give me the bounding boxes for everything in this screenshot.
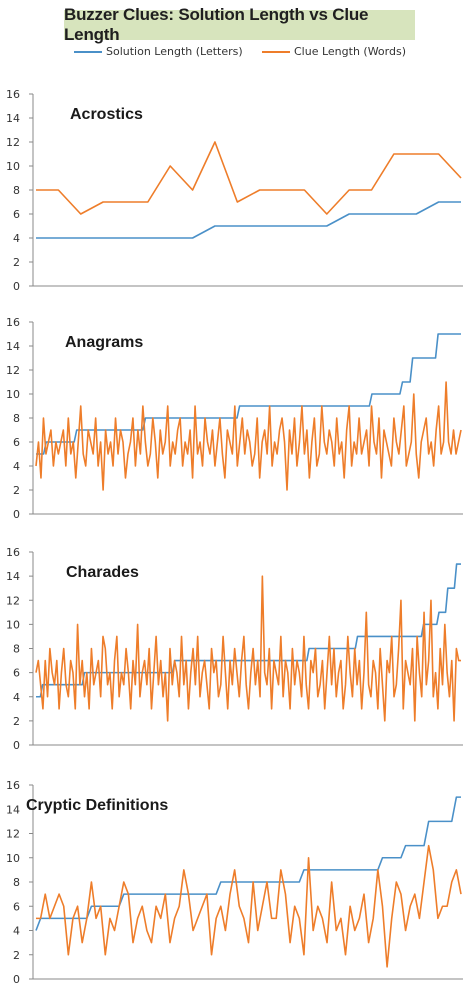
y-tick-label: 10 — [6, 618, 20, 631]
y-tick-label: 14 — [6, 803, 20, 816]
y-tick-label: 16 — [6, 316, 20, 329]
y-tick-label: 16 — [6, 779, 20, 792]
y-tick-label: 6 — [13, 208, 20, 221]
y-tick-label: 8 — [13, 876, 20, 889]
y-tick-label: 10 — [6, 160, 20, 173]
y-tick-label: 4 — [13, 232, 20, 245]
y-tick-label: 0 — [13, 508, 20, 521]
legend-item-solution: Solution Length (Letters) — [74, 45, 243, 58]
panel-title: Charades — [66, 564, 139, 581]
legend-label-clue: Clue Length (Words) — [294, 45, 406, 58]
y-tick-label: 8 — [13, 643, 20, 656]
y-tick-label: 16 — [6, 88, 20, 101]
panel-title: Acrostics — [70, 106, 143, 123]
y-tick-label: 12 — [6, 828, 20, 841]
y-tick-label: 4 — [13, 925, 20, 938]
y-tick-label: 10 — [6, 852, 20, 865]
series-line-solution-length — [35, 796, 461, 931]
y-tick-label: 6 — [13, 900, 20, 913]
y-tick-label: 2 — [13, 949, 20, 962]
y-tick-label: 0 — [13, 739, 20, 752]
y-tick-label: 0 — [13, 973, 20, 986]
y-tick-label: 2 — [13, 256, 20, 269]
y-tick-label: 4 — [13, 460, 20, 473]
y-tick-label: 2 — [13, 715, 20, 728]
legend: Solution Length (Letters) Clue Length (W… — [0, 45, 475, 63]
y-tick-label: 12 — [6, 364, 20, 377]
series-line-clue-length — [35, 381, 462, 491]
legend-label-solution: Solution Length (Letters) — [106, 45, 243, 58]
y-tick-label: 2 — [13, 484, 20, 497]
legend-swatch-solution — [74, 50, 102, 53]
y-tick-label: 4 — [13, 691, 20, 704]
legend-item-clue: Clue Length (Words) — [262, 45, 406, 58]
chart-title: Buzzer Clues: Solution Length vs Clue Le… — [64, 5, 415, 44]
y-tick-label: 0 — [13, 280, 20, 293]
panel-title: Anagrams — [65, 334, 143, 351]
panel-title: Cryptic Definitions — [26, 797, 168, 814]
series-line-solution-length — [36, 333, 461, 455]
y-tick-label: 12 — [6, 594, 20, 607]
series-line-clue-length — [36, 844, 462, 968]
series-line-clue-length — [35, 575, 461, 722]
y-tick-label: 16 — [6, 546, 20, 559]
legend-swatch-clue — [262, 50, 290, 53]
y-tick-label: 14 — [6, 112, 20, 125]
y-tick-label: 8 — [13, 412, 20, 425]
y-tick-label: 6 — [13, 667, 20, 680]
series-line-solution-length — [36, 201, 461, 239]
series-line-clue-length — [36, 141, 462, 215]
y-tick-label: 10 — [6, 388, 20, 401]
y-tick-label: 8 — [13, 184, 20, 197]
y-tick-label: 14 — [6, 340, 20, 353]
y-tick-label: 12 — [6, 136, 20, 149]
y-tick-label: 6 — [13, 436, 20, 449]
y-tick-label: 14 — [6, 570, 20, 583]
